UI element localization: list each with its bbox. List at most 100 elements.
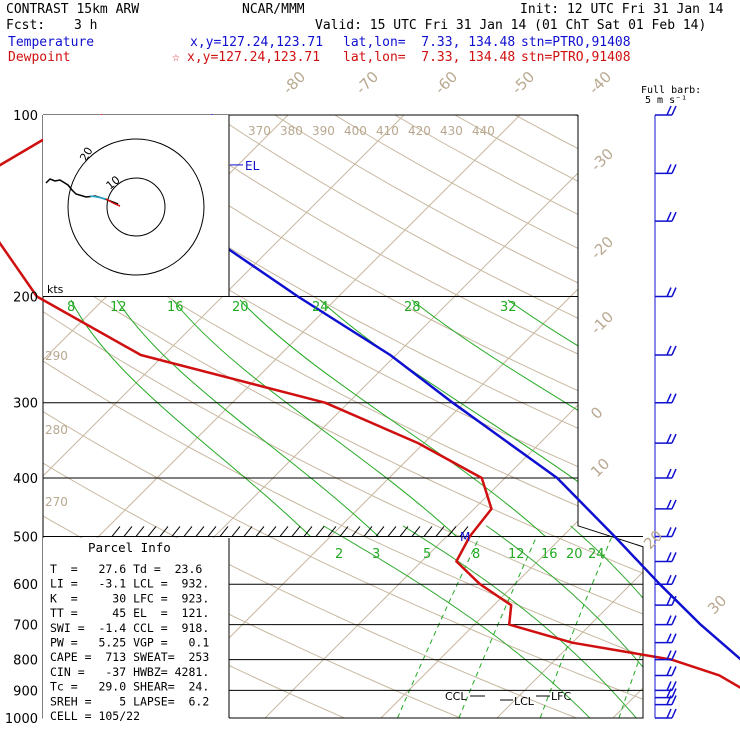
hatch-mark xyxy=(183,526,193,537)
barb-flag xyxy=(671,666,677,676)
mixing-ratio-label: 24 xyxy=(312,300,329,315)
hatch-mark xyxy=(195,526,205,537)
mixing-ratio-label: 20 xyxy=(566,547,583,562)
dry-adiabat-line xyxy=(43,115,643,718)
pressure-label: 100 xyxy=(13,109,38,124)
dry-adiabat-line xyxy=(154,115,643,718)
barb-flag xyxy=(671,468,677,479)
parcel-marker: M xyxy=(460,530,470,544)
pressure-label: 700 xyxy=(13,619,38,634)
theta-label: 380 xyxy=(280,124,303,138)
dry-adiabat-line xyxy=(43,115,345,718)
barb-flag xyxy=(666,345,672,356)
hatch-mark xyxy=(351,526,361,537)
isotherm-label: 0 xyxy=(587,403,606,422)
wind-barb xyxy=(655,287,677,298)
theta-label: 430 xyxy=(440,124,463,138)
theta-label: 290 xyxy=(45,349,68,363)
dewpoint-legend-label: Dewpoint xyxy=(8,50,71,65)
wind-barb xyxy=(655,681,677,692)
barb-legend-line2: 5 m s⁻¹ xyxy=(645,95,688,106)
pseudo-adiabat-line xyxy=(239,299,547,538)
barb-flag xyxy=(671,633,677,643)
isotherm-line xyxy=(729,115,740,718)
parcel-info-row: CAPE = 713 SWEAT= 253 xyxy=(50,650,209,664)
isotherm-line xyxy=(264,115,643,718)
dry-adiabat-line xyxy=(94,115,643,718)
barb-flag xyxy=(666,681,672,691)
hatch-mark xyxy=(255,526,265,537)
hatch-mark xyxy=(399,526,409,537)
hatch-mark xyxy=(231,526,241,537)
dry-adiabat-line xyxy=(274,115,643,718)
mixing-ratio-label: 16 xyxy=(541,547,558,562)
hatch-mark xyxy=(267,526,277,537)
isotherm-label: -30 xyxy=(587,145,617,175)
barb-flag xyxy=(666,633,672,643)
dewpoint-latlon: lat,lon= 7.33, 134.48 xyxy=(343,50,516,65)
dry-adiabat-line xyxy=(214,115,643,718)
wind-barb-column xyxy=(654,105,677,719)
dry-adiabat-line xyxy=(695,115,740,718)
hatch-mark xyxy=(339,526,349,537)
parcel-info-panel: Parcel Info T = 27.6 Td = 23.6LI = -3.1 L… xyxy=(43,538,230,723)
barb-flag xyxy=(671,574,677,585)
hodograph-lowlevel xyxy=(89,195,107,200)
barb-flag xyxy=(671,688,677,698)
wind-barb xyxy=(655,666,677,677)
hatch-mark xyxy=(135,526,145,537)
wind-barb xyxy=(655,433,677,444)
barb-flag xyxy=(666,574,672,585)
wind-barb xyxy=(655,552,677,563)
barb-flag xyxy=(666,552,672,562)
wind-barb xyxy=(655,527,677,538)
parcel-info-row: SREH = 5 LAPSE= 6.2 xyxy=(50,694,209,708)
hatch-mark xyxy=(327,526,337,537)
temperature-station: stn=PTRO,91408 xyxy=(521,35,631,50)
dry-adiabat-line xyxy=(634,115,643,718)
dewpoint-xy: x,y=127.24,123.71 xyxy=(187,50,321,65)
isotherm-label: -60 xyxy=(431,68,461,98)
isotherm-line xyxy=(148,115,643,718)
parcel-info-row: K = 30 LFC = 923. xyxy=(50,591,209,605)
wind-barb xyxy=(655,105,677,116)
moist-adiabat-line xyxy=(570,525,643,718)
theta-label: 420 xyxy=(408,124,431,138)
parcel-info-row: CELL = 105/22 xyxy=(50,709,140,723)
barb-flag xyxy=(671,695,677,705)
hatch-mark xyxy=(375,526,385,537)
parcel-info-title: Parcel Info xyxy=(88,540,171,555)
parcel-info-row: TT = 45 EL = 121. xyxy=(50,606,209,620)
barb-flag xyxy=(671,345,677,356)
hatch-mark xyxy=(423,526,433,537)
barb-flag xyxy=(666,468,672,479)
temperature-xy: x,y=127.24,123.71 xyxy=(190,35,324,50)
hatch-mark xyxy=(147,526,157,537)
dry-adiabat-line xyxy=(43,115,643,718)
hatch-mark xyxy=(111,526,121,537)
hatch-mark xyxy=(219,526,229,537)
barb-flag xyxy=(671,287,677,297)
isotherm-label: -50 xyxy=(508,68,538,98)
wind-barb xyxy=(655,468,677,479)
barb-flag xyxy=(666,433,672,444)
temperature-legend-label: Temperature xyxy=(8,35,95,50)
barb-flag xyxy=(671,708,677,719)
wind-barb xyxy=(655,499,677,510)
hatch-mark xyxy=(171,526,181,537)
wind-barb xyxy=(655,345,677,356)
dewpoint-trace xyxy=(0,113,740,689)
isotherm-line xyxy=(43,115,405,718)
moist-adiabat-line xyxy=(323,525,591,718)
hatch-mark xyxy=(159,526,169,537)
org-label: NCAR/MMM xyxy=(242,2,305,17)
barb-flag xyxy=(666,527,672,537)
barb-flag xyxy=(666,708,672,719)
mixing-ratio-label: 5 xyxy=(423,547,431,562)
hodograph-ring-inner xyxy=(106,177,166,237)
mixing-ratio-label: 8 xyxy=(472,547,480,562)
pseudo-adiabat-line xyxy=(411,299,643,538)
mixing-ratio-label: 20 xyxy=(232,300,249,315)
ccl-marker: CCL xyxy=(445,690,467,703)
dewpoint-star-icon: ☆ xyxy=(172,50,180,65)
